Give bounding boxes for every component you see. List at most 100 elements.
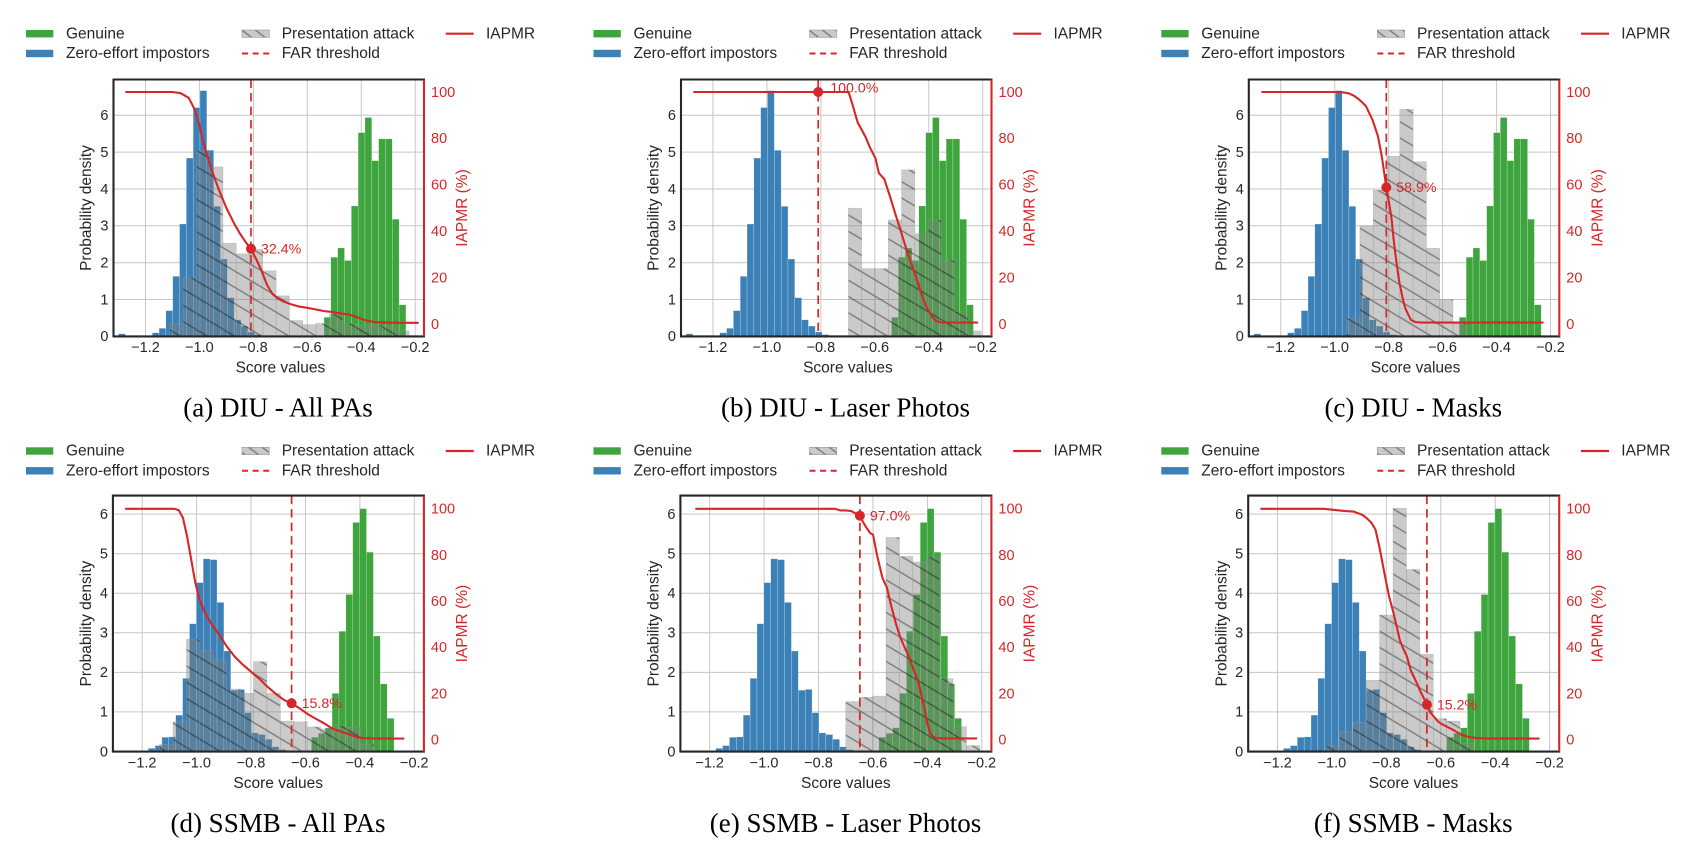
svg-text:(b) DIU - Laser Photos: (b) DIU - Laser Photos [721, 393, 970, 423]
svg-text:60: 60 [1566, 594, 1582, 610]
svg-text:IAPMR: IAPMR [1621, 443, 1670, 460]
svg-text:−0.4: −0.4 [1481, 755, 1510, 771]
svg-text:Score values: Score values [801, 775, 891, 792]
svg-text:−1.2: −1.2 [131, 340, 160, 356]
svg-text:40: 40 [431, 640, 447, 656]
svg-text:−1.0: −1.0 [182, 755, 211, 771]
svg-text:Presentation attack: Presentation attack [849, 25, 982, 42]
svg-text:−0.6: −0.6 [859, 755, 888, 771]
svg-text:Presentation attack: Presentation attack [282, 443, 415, 460]
svg-text:IAPMR (%): IAPMR (%) [454, 585, 471, 663]
svg-text:5: 5 [100, 547, 108, 563]
svg-text:(e) SSMB - Laser Photos: (e) SSMB - Laser Photos [710, 808, 982, 838]
svg-text:−0.4: −0.4 [346, 755, 375, 771]
svg-text:−1.2: −1.2 [128, 755, 157, 771]
svg-text:60: 60 [998, 594, 1014, 610]
svg-text:0: 0 [999, 317, 1007, 333]
svg-text:Probability density: Probability density [78, 145, 95, 271]
svg-text:2: 2 [1236, 256, 1244, 272]
svg-text:20: 20 [431, 686, 447, 702]
svg-text:100: 100 [999, 85, 1023, 101]
svg-text:1: 1 [1236, 292, 1244, 308]
svg-text:4: 4 [667, 586, 675, 602]
svg-text:(f) SSMB - Masks: (f) SSMB - Masks [1314, 808, 1513, 838]
svg-text:(c) DIU - Masks: (c) DIU - Masks [1324, 393, 1502, 423]
svg-text:3: 3 [1236, 219, 1244, 235]
svg-text:Probability density: Probability density [646, 560, 663, 686]
svg-text:100.0%: 100.0% [830, 80, 879, 96]
svg-text:5: 5 [667, 547, 675, 563]
svg-text:IAPMR: IAPMR [1054, 443, 1103, 460]
svg-text:−0.2: −0.2 [967, 755, 996, 771]
svg-text:Presentation attack: Presentation attack [1417, 25, 1550, 42]
svg-text:100: 100 [998, 502, 1022, 518]
svg-text:FAR threshold: FAR threshold [849, 45, 947, 62]
svg-text:Genuine: Genuine [66, 25, 125, 42]
svg-text:1: 1 [100, 705, 108, 721]
svg-text:−0.8: −0.8 [1372, 755, 1401, 771]
svg-text:3: 3 [100, 219, 108, 235]
svg-text:1: 1 [667, 705, 675, 721]
svg-text:5: 5 [100, 145, 108, 161]
svg-text:40: 40 [1566, 640, 1582, 656]
svg-text:−0.4: −0.4 [913, 755, 942, 771]
svg-text:Zero-effort impostors: Zero-effort impostors [66, 45, 210, 62]
svg-text:−1.0: −1.0 [185, 340, 214, 356]
svg-text:Presentation attack: Presentation attack [849, 443, 982, 460]
svg-text:0: 0 [1566, 317, 1574, 333]
svg-text:0: 0 [431, 317, 439, 333]
svg-text:Presentation attack: Presentation attack [1417, 443, 1550, 460]
svg-text:6: 6 [100, 108, 108, 124]
svg-text:60: 60 [431, 178, 447, 194]
svg-text:0: 0 [1235, 744, 1243, 760]
svg-text:4: 4 [1235, 586, 1243, 602]
svg-text:Zero-effort impostors: Zero-effort impostors [1201, 45, 1345, 62]
svg-text:60: 60 [1566, 178, 1582, 194]
svg-text:6: 6 [1236, 108, 1244, 124]
svg-text:0: 0 [100, 329, 108, 345]
svg-text:40: 40 [1566, 224, 1582, 240]
svg-text:−0.2: −0.2 [1535, 755, 1564, 771]
svg-text:Presentation attack: Presentation attack [282, 25, 415, 42]
svg-text:58.9%: 58.9% [1396, 180, 1437, 196]
svg-text:2: 2 [100, 256, 108, 272]
svg-text:Score values: Score values [1371, 359, 1461, 376]
svg-text:4: 4 [100, 586, 108, 602]
svg-text:−0.6: −0.6 [1426, 755, 1455, 771]
svg-text:40: 40 [431, 224, 447, 240]
svg-text:1: 1 [1235, 705, 1243, 721]
svg-text:Genuine: Genuine [1201, 443, 1260, 460]
svg-text:Zero-effort impostors: Zero-effort impostors [66, 463, 210, 480]
svg-text:−0.6: −0.6 [1428, 340, 1457, 356]
svg-text:IAPMR: IAPMR [1054, 25, 1103, 42]
svg-text:2: 2 [668, 256, 676, 272]
svg-text:100: 100 [1566, 502, 1590, 518]
svg-text:−1.2: −1.2 [1263, 755, 1292, 771]
svg-text:−0.8: −0.8 [239, 340, 268, 356]
svg-text:80: 80 [1566, 548, 1582, 564]
svg-text:Probability density: Probability density [646, 145, 663, 271]
svg-text:60: 60 [431, 594, 447, 610]
svg-text:2: 2 [1235, 665, 1243, 681]
svg-text:3: 3 [668, 219, 676, 235]
svg-text:−0.6: −0.6 [291, 755, 320, 771]
svg-text:0: 0 [431, 733, 439, 749]
svg-text:−0.2: −0.2 [1536, 340, 1565, 356]
svg-text:−1.0: −1.0 [1320, 340, 1349, 356]
svg-text:Probability density: Probability density [1213, 145, 1230, 271]
svg-text:FAR threshold: FAR threshold [282, 45, 380, 62]
svg-text:FAR threshold: FAR threshold [282, 463, 380, 480]
svg-text:4: 4 [668, 182, 676, 198]
svg-text:Probability density: Probability density [1213, 560, 1230, 686]
svg-text:−0.8: −0.8 [237, 755, 266, 771]
svg-text:6: 6 [100, 507, 108, 523]
svg-text:4: 4 [1236, 182, 1244, 198]
svg-text:−0.6: −0.6 [293, 340, 322, 356]
svg-text:5: 5 [1235, 547, 1243, 563]
svg-text:1: 1 [100, 292, 108, 308]
svg-text:0: 0 [1236, 329, 1244, 345]
svg-text:IAPMR (%): IAPMR (%) [1022, 585, 1039, 663]
svg-text:Probability density: Probability density [78, 560, 95, 686]
svg-text:Zero-effort impostors: Zero-effort impostors [634, 45, 778, 62]
svg-text:80: 80 [1566, 131, 1582, 147]
